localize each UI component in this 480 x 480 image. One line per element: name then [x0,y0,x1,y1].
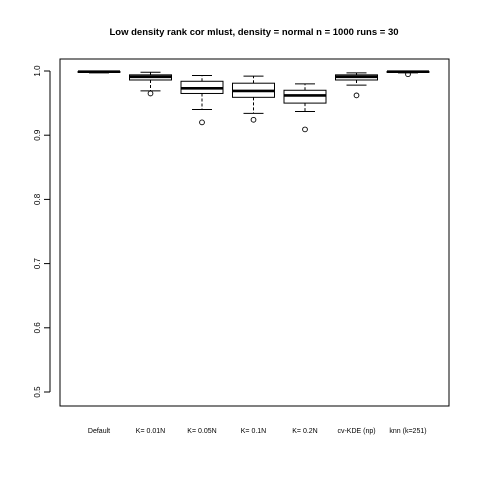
boxes-layer [77,70,430,133]
chart-title: Low density rank cor mlust, density = no… [109,27,398,38]
box-7 [386,70,430,78]
box-1 [77,70,121,74]
y-tick-label: 0.6 [33,322,42,334]
x-tick-label: Default [88,428,110,435]
outlier-point [199,119,205,126]
box-5 [283,83,327,133]
x-axis: Default K= 0.01N K= 0.05N K= 0.1N K= 0.2N cv-… [88,428,427,435]
x-tick-label: K= 0.05N [187,428,216,435]
plot-frame [59,58,450,407]
y-tick-label: 0.5 [33,386,42,398]
outlier-point [250,116,257,123]
x-tick-label: K= 0.01N [136,428,165,435]
y-axis: 0.5 0.6 0.7 0.8 0.9 1.0 [33,65,51,398]
outlier-point [353,92,360,99]
y-tick-label: 1.0 [33,65,42,77]
y-tick-label: 0.9 [33,129,42,141]
box-2 [129,71,172,97]
outlier-point [405,71,411,78]
x-tick-label: K= 0.1N [241,428,267,435]
box-4 [232,75,275,123]
x-tick-label: K= 0.2N [292,428,318,435]
x-tick-label: cv-KDE (np) [337,428,375,435]
x-tick-label: knn (k=251) [389,428,426,435]
box-3 [180,74,224,126]
outlier-point [147,90,154,97]
y-tick-label: 0.8 [33,193,42,205]
outlier-point [302,126,308,133]
y-tick-label: 0.7 [33,257,42,269]
box-6 [335,72,378,99]
